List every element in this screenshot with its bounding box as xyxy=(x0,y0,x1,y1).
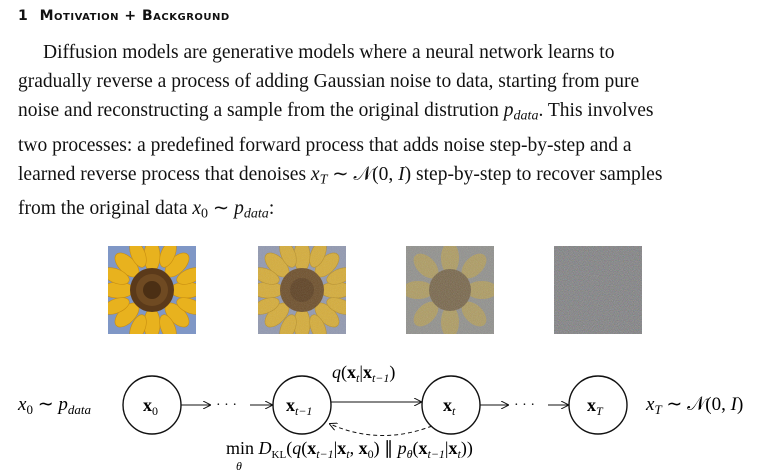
paragraph-line-6-post: : xyxy=(268,198,275,219)
x0-pdata-math: x0 ∼ pdata xyxy=(192,198,269,222)
diffusion-chain-diagram: x0 ∼ pdata x0 xt−1 xt xT · · · q(xt|xt−1… xyxy=(17,362,743,473)
section-heading: 1 Motivation + Background xyxy=(18,8,230,24)
ellipsis-2: · · · xyxy=(514,398,535,413)
paragraph-line-5: learned reverse process that denoises xT… xyxy=(18,160,756,195)
slightly-noisy-sunflower-image xyxy=(258,246,346,334)
p-data-math: pdata xyxy=(503,100,539,124)
node-xT xyxy=(568,375,628,435)
objective-theta: θ xyxy=(236,459,242,473)
node-xt-label: xt xyxy=(443,395,456,418)
pure-noise-image xyxy=(554,246,642,334)
noisy-sunflower-image xyxy=(406,246,494,334)
reverse-arrow-dashed xyxy=(330,424,433,437)
noise-progression-images xyxy=(0,246,774,336)
paragraph-line-5-pre: learned reverse process that denoises xyxy=(18,163,311,185)
objective-min: min xyxy=(226,438,254,458)
node-xT-label: xT xyxy=(587,395,604,418)
objective-formula: min DKL(q(xt−1|xt, x0) ∥ pθ(xt−1|xt)) xyxy=(226,438,473,461)
paragraph-line-2: gradually reverse a process of adding Ga… xyxy=(18,71,640,92)
node-xt-minus-1 xyxy=(272,375,332,435)
intro-paragraph: Diffusion models are generative models w… xyxy=(18,38,756,229)
section-number: 1 xyxy=(18,8,29,24)
left-distribution-label: x0 ∼ pdata xyxy=(17,394,91,417)
paragraph-line-5-post: step-by-step to recover samples xyxy=(411,163,663,185)
paragraph-line-3-post: . This involves xyxy=(538,100,654,121)
node-xt-minus-1-label: xt−1 xyxy=(286,395,312,418)
section-title: Motivation + Background xyxy=(39,8,230,24)
paragraph-line-1: Diffusion models are generative models w… xyxy=(43,42,615,63)
paragraph-line-3-pre: noise and reconstructing a sample from t… xyxy=(18,100,504,121)
ellipsis-1: · · · xyxy=(216,398,237,413)
forward-process-label: q(xt|xt−1) xyxy=(332,362,395,385)
xt-normal-math: xT ∼ 𝒩(0, I) xyxy=(310,163,412,188)
paragraph-line-6-pre: from the original data xyxy=(18,198,193,219)
node-x0-label: x0 xyxy=(143,395,158,418)
right-distribution-label: xT ∼ 𝒩(0, I) xyxy=(645,394,743,417)
clean-sunflower-image xyxy=(108,246,196,334)
paragraph-line-4: two processes: a predefined forward proc… xyxy=(18,134,632,156)
paragraph-line-6: from the original data x0 ∼ pdata: xyxy=(18,194,756,229)
paragraph-line-3: noise and reconstructing a sample from t… xyxy=(18,96,756,131)
